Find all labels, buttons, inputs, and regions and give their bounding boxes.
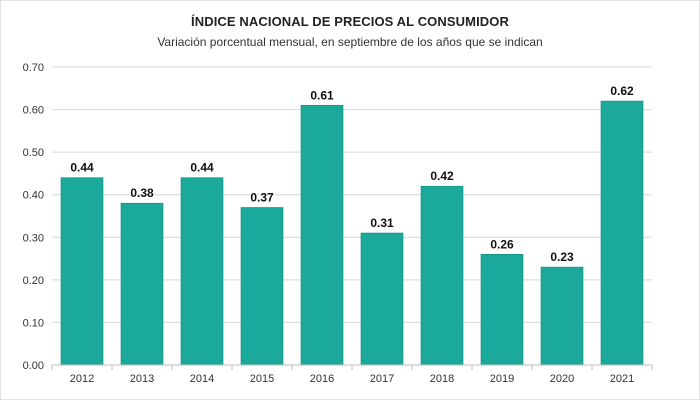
bar-2020 — [540, 266, 584, 366]
bar-2016 — [300, 105, 344, 366]
data-label-2018: 0.42 — [430, 169, 454, 183]
data-label-2014: 0.44 — [190, 161, 214, 175]
x-tick-label-2012: 2012 — [70, 373, 94, 385]
data-label-2015: 0.37 — [250, 190, 274, 204]
y-tick-label: 0.50 — [23, 147, 44, 159]
x-tick-label-2015: 2015 — [250, 373, 274, 385]
data-labels: 0.44 0.38 0.44 0.37 0.61 0.31 0.42 0.26 0.23 0.62 — [70, 84, 634, 264]
bar-2015 — [240, 207, 284, 366]
data-label-2013: 0.38 — [130, 186, 154, 200]
y-axis-tick-labels: 0.00 0.10 0.20 0.30 0.40 0.50 0.60 0.70 — [23, 62, 44, 372]
y-tick-label: 0.60 — [23, 105, 44, 117]
y-tick-label: 0.70 — [23, 62, 44, 74]
x-tick-label-2021: 2021 — [610, 373, 634, 385]
chart-title: ÍNDICE NACIONAL DE PRECIOS AL CONSUMIDOR — [191, 14, 509, 29]
data-label-2012: 0.44 — [70, 161, 94, 175]
x-tick-label-2017: 2017 — [370, 373, 394, 385]
x-tick-label-2016: 2016 — [310, 373, 334, 385]
x-tick-label-2018: 2018 — [430, 373, 454, 385]
bar-2018 — [420, 185, 464, 366]
data-label-2021: 0.62 — [610, 84, 634, 98]
x-tick-label-2020: 2020 — [550, 373, 574, 385]
bar-2013 — [120, 202, 164, 366]
y-tick-label: 0.30 — [23, 232, 44, 244]
y-tick-label: 0.10 — [23, 317, 44, 329]
bar-2021 — [600, 100, 644, 366]
bars — [60, 100, 644, 366]
data-label-2016: 0.61 — [310, 88, 334, 102]
bar-2012 — [60, 177, 104, 366]
x-axis — [51, 364, 653, 370]
chart-subtitle: Variación porcentual mensual, en septiem… — [157, 35, 543, 49]
y-tick-label: 0.20 — [23, 275, 44, 287]
data-label-2017: 0.31 — [370, 216, 394, 230]
bar-2014 — [180, 177, 224, 366]
data-label-2019: 0.26 — [490, 237, 514, 251]
x-tick-label-2013: 2013 — [130, 373, 154, 385]
y-tick-label: 0.00 — [23, 360, 44, 372]
x-tick-label-2019: 2019 — [490, 373, 514, 385]
bar-2017 — [360, 232, 404, 366]
bar-2019 — [480, 254, 524, 366]
x-tick-label-2014: 2014 — [190, 373, 214, 385]
data-label-2020: 0.23 — [550, 250, 574, 264]
x-axis-tick-labels: 2012 2013 2014 2015 2016 2017 2018 2019 2020 2021 — [70, 373, 634, 385]
y-tick-label: 0.40 — [23, 190, 44, 202]
